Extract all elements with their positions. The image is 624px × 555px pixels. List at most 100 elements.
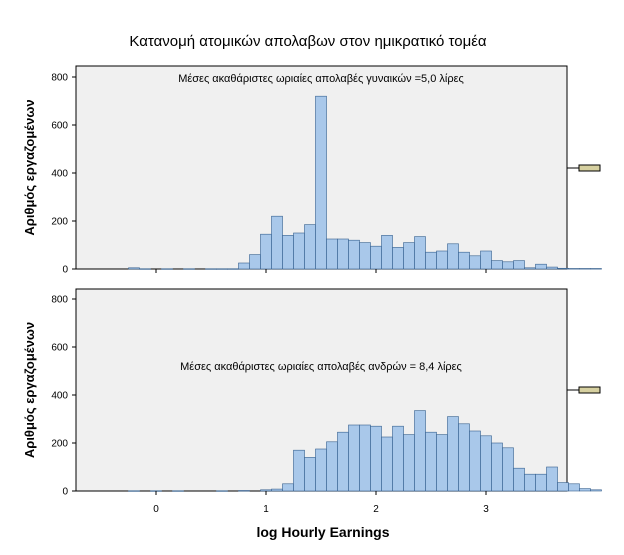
histogram-bar	[480, 250, 492, 270]
y-tick-label: 800	[51, 295, 68, 306]
panel-2: 0 200 400 600 800 Αριθμός εργαζομένων Μέσες ακ…	[22, 288, 602, 498]
histogram-bar	[271, 488, 283, 492]
histogram-bar	[216, 268, 228, 270]
histogram-bar	[249, 254, 261, 270]
histogram-bar	[502, 261, 514, 270]
histogram-bar	[568, 268, 580, 270]
histogram-bar	[238, 262, 250, 270]
histogram-bar	[436, 434, 448, 492]
x-tick-label: 2	[373, 504, 379, 515]
histogram-bar	[128, 267, 140, 270]
y-tick-label: 400	[51, 391, 68, 402]
histogram-bar	[403, 242, 415, 270]
histogram-bar	[447, 416, 459, 492]
histogram-bar	[579, 268, 591, 270]
histogram-bar	[414, 236, 426, 270]
chart-title: Κατανομή ατομικών απολαβων στον ημικρατι…	[129, 33, 487, 50]
histogram-bar	[590, 489, 602, 492]
y-tick-label: 400	[51, 169, 68, 180]
histogram-bar	[370, 245, 382, 270]
histogram-bar	[216, 490, 228, 492]
panel-annotation: Μέσες ακαθάριστες ωριαίες απολαβές γυναι…	[178, 73, 464, 85]
y-tick-label: 0	[62, 487, 68, 498]
histogram-bar	[546, 466, 558, 492]
x-tick-label: 3	[483, 504, 489, 515]
panel-annotation: Μέσες ακαθάριστες ωριαίες απολαβές ανδρώ…	[180, 361, 462, 373]
histogram-bar	[337, 431, 349, 492]
histogram-bar	[458, 251, 470, 270]
histogram-bar	[348, 239, 360, 270]
histogram-bar	[172, 490, 184, 492]
histogram-bar	[436, 250, 448, 270]
x-tick-label: 1	[263, 504, 269, 515]
panel-handle-icon	[578, 164, 601, 172]
histogram-bar	[568, 483, 580, 492]
y-tick-label: 800	[51, 73, 68, 84]
histogram-bar	[535, 263, 547, 270]
histogram-bar	[315, 95, 327, 270]
y-tick-label: 200	[51, 439, 68, 450]
histogram-bar	[293, 449, 305, 492]
histogram-bar	[161, 268, 173, 270]
histogram-bar	[458, 423, 470, 492]
histogram-bar	[271, 215, 283, 270]
histogram-bar	[469, 255, 481, 270]
histogram-bar	[293, 232, 305, 270]
histogram-bar	[260, 489, 272, 492]
histogram-bar	[337, 238, 349, 270]
histogram-bar	[480, 435, 492, 492]
histogram-bar	[502, 447, 514, 492]
histogram-bar	[370, 425, 382, 492]
histogram-bar	[557, 482, 569, 492]
y-tick-label: 600	[51, 121, 68, 132]
histogram-bar	[381, 235, 393, 270]
histogram-bar	[139, 268, 151, 270]
histogram-bar	[392, 425, 404, 492]
histogram-bar	[359, 424, 371, 492]
y-axis-label: Αριθμός εργαζομένων	[22, 322, 37, 458]
panel-handle-icon	[578, 386, 601, 394]
histogram-bar	[524, 267, 536, 270]
histogram-bar	[590, 268, 602, 270]
histogram-bar	[513, 467, 525, 492]
histogram-bar	[403, 434, 415, 492]
histogram-bar	[447, 243, 459, 270]
histogram-bar	[414, 410, 426, 492]
histogram-bar	[524, 473, 536, 492]
histogram-bar	[326, 441, 338, 492]
histogram-bar	[238, 490, 250, 492]
x-axis-label: log Hourly Earnings	[256, 524, 389, 540]
histogram-bar	[205, 268, 217, 270]
histogram-bar	[491, 442, 503, 492]
x-tick-label: 0	[153, 504, 159, 515]
histogram-bar	[282, 483, 294, 492]
histogram-bar	[469, 430, 481, 492]
histogram-bar	[304, 224, 316, 270]
histogram-bar	[359, 242, 371, 270]
histogram-bar	[381, 436, 393, 492]
histogram-bar	[183, 268, 195, 270]
y-tick-label: 600	[51, 343, 68, 354]
histogram-bar	[546, 266, 558, 270]
histogram-bar	[557, 267, 569, 270]
histogram-bar	[491, 260, 503, 270]
y-axis-label: Αριθμός εργαζομένων	[22, 99, 37, 235]
histogram-bar	[326, 238, 338, 270]
histogram-bar	[579, 488, 591, 492]
y-tick-label: 0	[62, 265, 68, 276]
histogram-bar	[128, 490, 140, 492]
histogram-bar	[392, 247, 404, 270]
histogram-bar	[260, 233, 272, 270]
histogram-bar	[425, 251, 437, 270]
histogram-bar	[348, 424, 360, 492]
histogram-bar	[513, 260, 525, 270]
histogram-bar	[535, 473, 547, 492]
y-tick-label: 200	[51, 217, 68, 228]
histogram-bar	[282, 235, 294, 270]
histogram-bar	[304, 457, 316, 492]
histogram-bar	[227, 268, 239, 270]
histogram-bar	[315, 448, 327, 492]
panel-1: 0 200 400 600 800 Αριθμός εργαζομένων Μέσες ακ…	[22, 65, 602, 276]
histogram-bar	[425, 431, 437, 492]
